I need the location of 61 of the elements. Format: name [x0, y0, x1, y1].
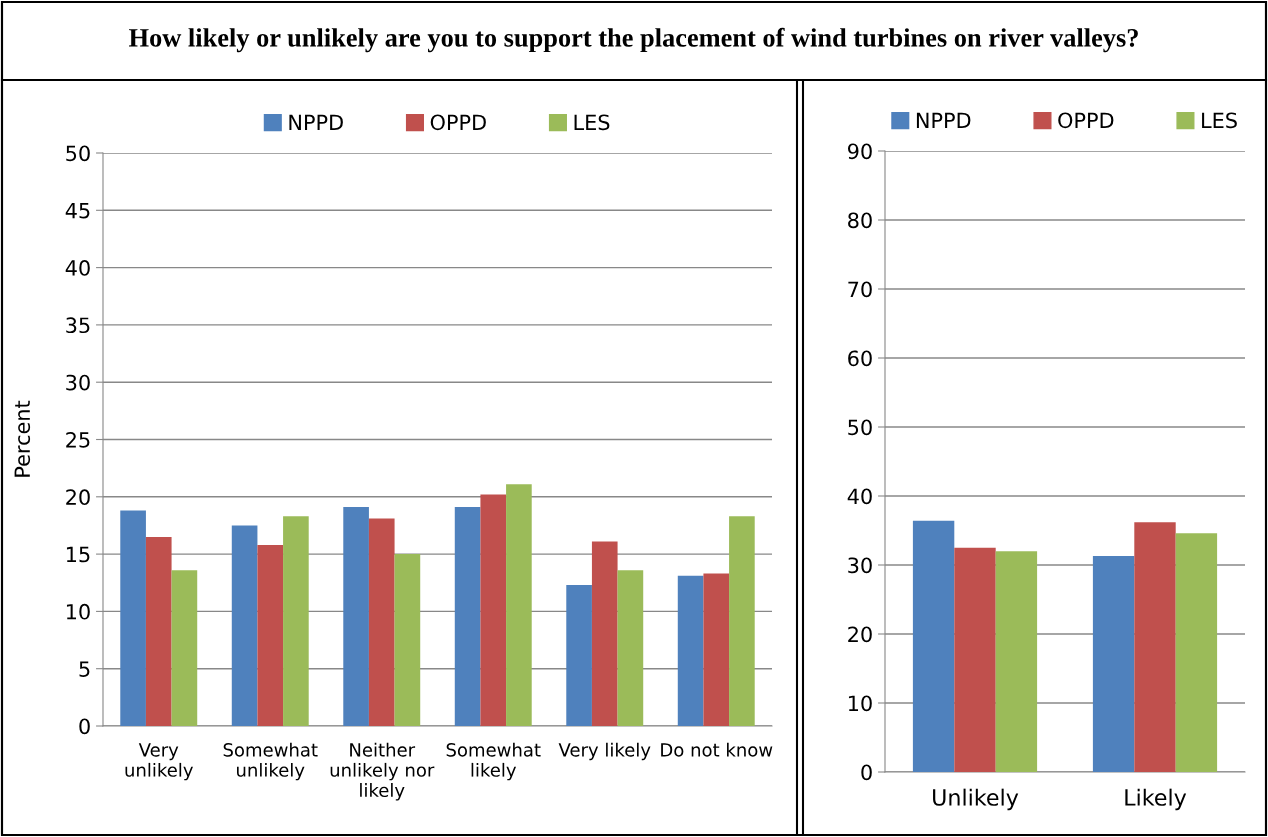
bar [231, 525, 258, 726]
bar [368, 518, 395, 726]
y-tick-label: 45 [65, 203, 90, 219]
bar [480, 494, 507, 726]
y-tick-label: 90 [848, 143, 872, 160]
legend-label: OPPD [430, 114, 486, 131]
bar [257, 544, 284, 726]
bar [454, 507, 481, 726]
bar [283, 516, 309, 726]
x-tick-label: Unlikely [933, 788, 1019, 811]
y-tick-label: 10 [848, 695, 872, 712]
y-tick-label: 25 [66, 431, 90, 448]
legend-label: LES [1202, 112, 1237, 129]
y-tick-label: 20 [66, 489, 90, 506]
x-tick-label: Neither unlikely nor likely [330, 742, 435, 801]
y-tick-label: 20 [848, 626, 872, 643]
bar [566, 585, 592, 726]
bar [954, 547, 996, 772]
x-tick-label: Somewhat unlikely [223, 742, 318, 781]
y-tick-label: 40 [65, 260, 90, 276]
x-tick-label: Somewhat likely [446, 742, 541, 781]
y-tick-label: 0 [79, 718, 90, 735]
bar [703, 573, 730, 726]
bar [1092, 556, 1135, 772]
y-tick-label: 30 [66, 374, 90, 391]
bar [591, 541, 618, 726]
y-tick-label: 80 [848, 212, 872, 229]
bar [394, 554, 421, 726]
bar [677, 575, 704, 726]
legend-label: OPPD [1058, 112, 1114, 129]
bar [995, 551, 1038, 772]
y-tick-label: 50 [848, 419, 872, 436]
x-tick-label: Very likely [558, 742, 651, 761]
y-tick-label: 60 [848, 350, 872, 367]
y-tick-label: 30 [848, 557, 872, 574]
bar [120, 510, 146, 726]
y-tick-label: 35 [66, 317, 90, 334]
y-tick-label: 70 [848, 281, 872, 298]
bar [1134, 522, 1176, 772]
x-tick-label: Likely [1125, 788, 1187, 811]
bar [343, 507, 369, 726]
y-tick-label: 0 [861, 764, 872, 781]
bar [1175, 533, 1218, 772]
legend-label: NPPD [916, 112, 971, 128]
bar [617, 570, 644, 726]
y-tick-label: 40 [847, 488, 872, 505]
x-tick-label: Very unlikely [125, 743, 193, 781]
legend-label: LES [574, 114, 610, 131]
y-tick-label: 50 [66, 145, 90, 162]
y-tick-label: 15 [66, 546, 90, 563]
y-axis-title: Percent [14, 400, 31, 477]
bar [171, 570, 198, 726]
chart-title: How likely or unlikely are you to support the placement of wind turbines on river valleys? [129, 27, 1138, 53]
bar [912, 520, 955, 772]
y-tick-label: 10 [66, 603, 90, 620]
bar [506, 484, 532, 726]
legend-label: NPPD [289, 114, 343, 130]
bar [145, 536, 172, 726]
x-tick-label: Do not know [661, 742, 773, 757]
bar [729, 516, 755, 726]
y-tick-label: 5 [79, 661, 90, 677]
